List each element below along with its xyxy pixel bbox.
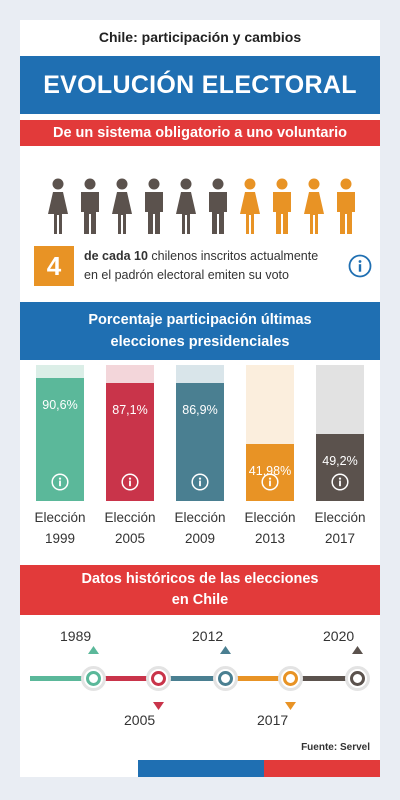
person-female-icon bbox=[112, 178, 132, 234]
triangle-up-icon bbox=[352, 646, 363, 654]
bar-category-word: Elección bbox=[314, 510, 366, 525]
bar-value-label: 90,6% bbox=[42, 398, 78, 412]
topline-title: Chile: participación y cambios bbox=[98, 29, 302, 45]
footer-stripe-blue bbox=[138, 760, 264, 777]
bar-2017[interactable]: 49,2% bbox=[316, 365, 364, 501]
people-row bbox=[48, 178, 355, 234]
triangle-down-icon bbox=[285, 702, 296, 710]
bar-category-label: Elección 2009 bbox=[165, 507, 235, 549]
bar-category-year: 2005 bbox=[114, 531, 146, 546]
year-1989: 1989 bbox=[60, 628, 92, 644]
callout-text-line1: chilenos inscritos actualmente bbox=[147, 249, 319, 263]
info-icon[interactable] bbox=[331, 473, 349, 491]
triangle-down-icon bbox=[153, 702, 164, 710]
year-2020: 2020 bbox=[323, 628, 355, 644]
triangle-up-icon bbox=[220, 646, 231, 654]
bar-2013[interactable]: 41,98% bbox=[246, 365, 294, 501]
bar-category-label: Elección 2013 bbox=[235, 507, 305, 549]
section-heading-historicos: Datos históricos de las elecciones en Ch… bbox=[20, 565, 380, 615]
bar-category-year: 1999 bbox=[44, 531, 76, 546]
person-male-icon bbox=[337, 178, 355, 234]
bar-1999[interactable]: 90,6% bbox=[36, 365, 84, 501]
bar-category-year: 2013 bbox=[254, 531, 286, 546]
bar-fill bbox=[36, 378, 84, 501]
callout-text-line2: en el padrón electoral emiten su voto bbox=[84, 268, 289, 282]
callout-bold-text: de cada 10 bbox=[84, 249, 148, 263]
timeline-segment-3 bbox=[160, 676, 226, 681]
timeline-node-1989[interactable] bbox=[81, 666, 106, 691]
timeline-node-2005[interactable] bbox=[146, 666, 171, 691]
bar-category-word: Elección bbox=[34, 510, 86, 525]
bar-value-label: 87,1% bbox=[112, 403, 148, 417]
bar-fill bbox=[246, 444, 294, 501]
timeline-segment-5 bbox=[292, 676, 360, 681]
historicos-heading-line2: en Chile bbox=[171, 592, 229, 608]
bar-category-year: 2009 bbox=[184, 531, 216, 546]
timeline-segment-1 bbox=[30, 676, 94, 681]
person-male-icon bbox=[209, 178, 227, 234]
section-heading-participacion: Porcentaje participación últimas eleccio… bbox=[20, 302, 380, 360]
main-title: EVOLUCIÓN ELECTORAL bbox=[20, 56, 380, 114]
year-2012: 2012 bbox=[192, 628, 224, 644]
participacion-heading-line1: Porcentaje participación últimas bbox=[88, 312, 312, 328]
participation-chart: 90,6% Elección 1999 87,1% Elección 2005 86,9% E… bbox=[20, 365, 380, 565]
infographic-card: Chile: participación y cambios EVOLUCIÓN… bbox=[20, 20, 380, 777]
bar-category-word: Elección bbox=[244, 510, 296, 525]
triangle-up-icon bbox=[88, 646, 99, 654]
bar-category-word: Elección bbox=[104, 510, 156, 525]
participation-callout: 4 de cada 10 chilenos inscritos actualme… bbox=[32, 243, 372, 293]
year-2005: 2005 bbox=[124, 712, 156, 728]
person-female-icon bbox=[304, 178, 324, 234]
callout-text: de cada 10 chilenos inscritos actualment… bbox=[84, 247, 344, 285]
person-male-icon bbox=[273, 178, 291, 234]
participacion-heading-line2: elecciones presidenciales bbox=[110, 334, 290, 350]
timeline-graphic bbox=[30, 646, 370, 710]
bar-category-word: Elección bbox=[174, 510, 226, 525]
timeline-node-2017[interactable] bbox=[278, 666, 303, 691]
elections-timeline: 1989 2012 2020 2005 2017 bbox=[20, 620, 380, 730]
person-male-icon bbox=[145, 178, 163, 234]
bar-category-label: Elección 2005 bbox=[95, 507, 165, 549]
bar-category-label: Elección 1999 bbox=[25, 507, 95, 549]
footer-stripe-red bbox=[264, 760, 380, 777]
info-icon[interactable] bbox=[121, 473, 139, 491]
section-heading-obligatorio: De un sistema obligatorio a uno voluntar… bbox=[20, 120, 380, 146]
bar-value-label: 49,2% bbox=[322, 454, 358, 468]
number-badge: 4 bbox=[34, 246, 74, 286]
person-female-icon bbox=[240, 178, 260, 234]
timeline-node-2012[interactable] bbox=[213, 666, 238, 691]
bar-value-label: 41,98% bbox=[248, 464, 292, 478]
bar-2005[interactable]: 87,1% bbox=[106, 365, 154, 501]
info-icon[interactable] bbox=[348, 254, 372, 278]
person-male-icon bbox=[81, 178, 99, 234]
timeline-segment-2 bbox=[94, 676, 160, 681]
bar-category-label: Elección 2017 bbox=[305, 507, 375, 549]
year-2017: 2017 bbox=[257, 712, 289, 728]
timeline-segment-4 bbox=[226, 676, 292, 681]
person-female-icon bbox=[176, 178, 196, 234]
historicos-heading-line1: Datos históricos de las elecciones bbox=[81, 571, 319, 587]
bar-value-label: 86,9% bbox=[182, 403, 218, 417]
timeline-node-2020[interactable] bbox=[345, 666, 370, 691]
bar-2009[interactable]: 86,9% bbox=[176, 365, 224, 501]
source-note: Fuente: Servel bbox=[301, 742, 370, 753]
info-icon[interactable] bbox=[51, 473, 69, 491]
person-female-icon bbox=[48, 178, 68, 234]
info-icon[interactable] bbox=[261, 473, 279, 491]
info-icon[interactable] bbox=[191, 473, 209, 491]
bar-category-year: 2017 bbox=[324, 531, 356, 546]
